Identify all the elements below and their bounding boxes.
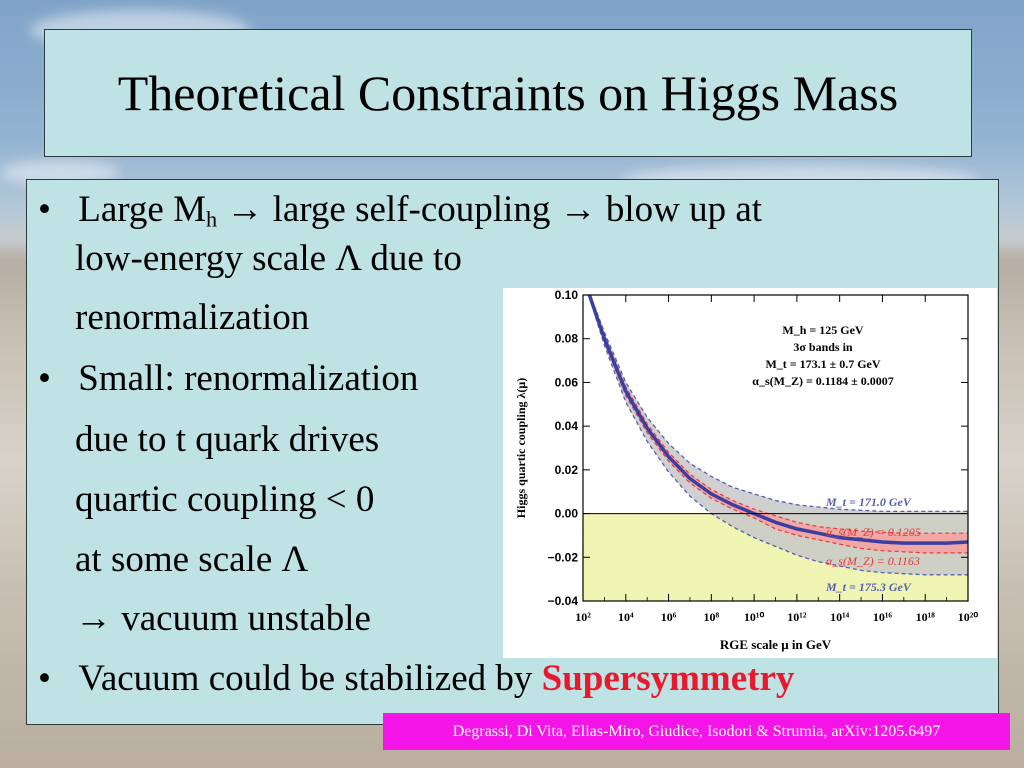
plot-curves	[587, 295, 968, 576]
bullet-1-line-2: low-energy scale Λ due to	[75, 238, 462, 279]
y-tick-label: 0.08	[555, 332, 579, 346]
y-axis-label: Higgs quartic coupling λ(μ)	[514, 378, 528, 518]
bullet-1-text-a: Large M	[78, 189, 206, 230]
x-tick-label: 10⁴	[618, 610, 634, 624]
series-label: M_t = 171.0 GeV	[825, 495, 912, 509]
bullet-2-line-5: → vacuum unstable	[75, 598, 371, 639]
x-tick-label: 10⁸	[704, 610, 720, 624]
bullet-1-subscript: h	[205, 206, 218, 232]
bullet-1-line-1: • Large Mh → large self-coupling → blow …	[38, 190, 762, 240]
bullet-2-text: Small: renormalization	[78, 358, 419, 399]
series-line-central	[587, 295, 968, 545]
title-box: Theoretical Constraints on Higgs Mass	[44, 29, 972, 157]
x-axis-label: RGE scale μ in GeV	[720, 637, 832, 652]
series-label: α_s(M_Z) = 0.1205	[826, 525, 921, 539]
bullet-2-line-4: at some scale Λ	[75, 539, 309, 580]
series-label: M_t = 175.3 GeV	[825, 580, 912, 594]
x-tick-label: 10⁶	[661, 610, 677, 624]
bullet-3-text: Vacuum could be stabilized by	[78, 658, 542, 699]
bullet-1-text-b: → large self-coupling → blow up at	[217, 189, 763, 230]
series-line-alpha-1163	[588, 295, 968, 554]
series-line-mt-171	[589, 295, 968, 513]
y-tick-label: −0.04	[548, 594, 579, 608]
bullet-2-line-3: quartic coupling < 0	[75, 479, 375, 520]
y-tick-label: 0.00	[555, 507, 579, 521]
y-tick-label: 0.06	[555, 375, 579, 389]
x-tick-label: 10¹⁴	[830, 610, 850, 624]
x-tick-label: 10¹⁸	[916, 610, 936, 624]
y-tick-label: −0.02	[548, 550, 579, 564]
y-tick-label: 0.02	[555, 463, 579, 477]
y-tick-label: 0.10	[555, 288, 579, 302]
bullet-3-line-1: • Vacuum could be stabilized by Supersym…	[38, 659, 794, 699]
plot-annotation-line: 3σ bands in	[793, 340, 853, 354]
series-label: α_s(M_Z) = 0.1163	[826, 554, 920, 568]
bullet-2-line-2: due to t quark drives	[75, 419, 380, 460]
plot-annotation-line: α_s(M_Z) = 0.1184 ± 0.0007	[752, 374, 893, 388]
plot-annotation-line: M_t = 173.1 ± 0.7 GeV	[765, 357, 880, 371]
bullet-marker: •	[38, 189, 51, 230]
x-tick-label: 10¹⁶	[873, 610, 893, 624]
series-line-alpha-1205	[589, 295, 968, 534]
series-line-mt-175	[588, 297, 968, 576]
bullet-2-line-1: • Small: renormalization	[38, 359, 418, 399]
slide-title: Theoretical Constraints on Higgs Mass	[117, 65, 899, 121]
higgs-coupling-plot: 10² 10⁴ 10⁶ 10⁸ 10¹⁰ 10¹² 10¹⁴ 10¹⁶ 10¹⁸ 10²⁰ −0.0…	[503, 288, 997, 658]
supersymmetry-emphasis: Supersymmetry	[541, 658, 795, 699]
y-tick-label: 0.04	[555, 419, 579, 433]
bullet-marker: •	[38, 658, 51, 699]
x-tick-label: 10²	[575, 610, 591, 624]
x-tick-label: 10¹⁰	[744, 610, 765, 624]
x-tick-label: 10²⁰	[958, 610, 979, 624]
bullet-marker: •	[38, 358, 51, 399]
plot-annotation-line: M_h = 125 GeV	[782, 323, 863, 337]
plot-svg: 10² 10⁴ 10⁶ 10⁸ 10¹⁰ 10¹² 10¹⁴ 10¹⁶ 10¹⁸ 10²⁰ −0.0…	[514, 288, 979, 652]
bullet-1-line-3: renormalization	[75, 297, 310, 338]
x-tick-label: 10¹²	[787, 610, 807, 624]
citation-box: Degrassi, Di Vita, Elias-Miro, Giudice, …	[383, 713, 1010, 750]
